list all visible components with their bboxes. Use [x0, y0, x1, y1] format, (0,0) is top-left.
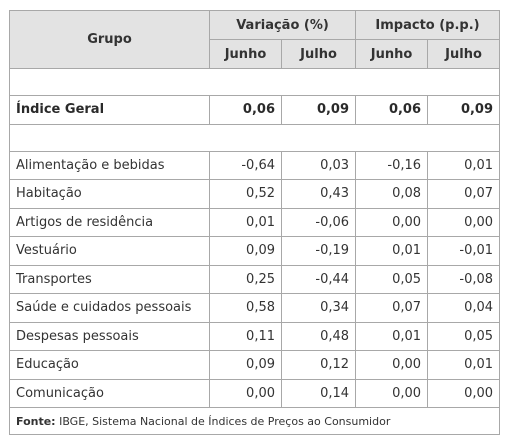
table-header: Grupo Variação (%) Impacto (p.p.) Junho …: [9, 10, 501, 69]
header-row-months: Junho Julho Junho Julho: [10, 39, 501, 69]
header-impacto-julho: Julho: [427, 39, 501, 69]
row-label: Saúde e cuidados pessoais: [9, 293, 210, 323]
row-label: Habitação: [9, 179, 210, 209]
table-row: Saúde e cuidados pessoais 0,58 0,34 0,07…: [9, 293, 501, 323]
variacao-julho-cell: 0,48: [280, 321, 357, 351]
variacao-junho-cell: 0,09: [209, 350, 282, 380]
impacto-junho-cell: 0,00: [355, 350, 429, 380]
table-row: Vestuário 0,09 -0,19 0,01 -0,01: [9, 236, 501, 266]
table-row: Transportes 0,25 -0,44 0,05 -0,08: [9, 264, 501, 294]
variacao-julho-cell: 0,14: [280, 378, 357, 408]
impacto-junho-cell: 0,08: [355, 179, 429, 209]
table-row: Habitação 0,52 0,43 0,08 0,07: [9, 179, 501, 209]
row-label: Educação: [9, 350, 210, 380]
variacao-julho-cell: -0,19: [280, 236, 357, 266]
row-label: Artigos de residência: [9, 207, 210, 237]
variacao-junho-cell: 0,52: [209, 179, 282, 209]
impacto-junho-cell: 0,00: [355, 378, 429, 408]
impacto-julho-cell: 0,04: [427, 293, 501, 323]
row-label: Comunicação: [9, 378, 210, 408]
impacto-julho-cell: 0,01: [427, 150, 501, 180]
impacto-julho-cell: 0,00: [427, 378, 501, 408]
table-row: Alimentação e bebidas -0,64 0,03 -0,16 0…: [9, 150, 501, 180]
impacto-julho-cell: -0,01: [427, 236, 501, 266]
table-row: Artigos de residência 0,01 -0,06 0,00 0,…: [9, 207, 501, 237]
source-note: Fonte: IBGE, Sistema Nacional de Índices…: [8, 407, 501, 435]
spacer-cell: [8, 123, 501, 152]
impacto-junho-cell: 0,01: [355, 321, 429, 351]
variacao-junho-cell: -0,64: [209, 150, 282, 180]
spacer-row: [8, 123, 501, 152]
variacao-julho-cell: -0,06: [280, 207, 357, 237]
indice-geral-variacao-julho: 0,09: [280, 95, 357, 125]
variacao-julho-cell: 0,34: [280, 293, 357, 323]
header-variacao: Variação (%): [208, 10, 357, 40]
impacto-julho-cell: 0,01: [427, 350, 501, 380]
variacao-julho-cell: 0,12: [280, 350, 357, 380]
impacto-junho-cell: 0,01: [355, 236, 429, 266]
indice-geral-impacto-junho: 0,06: [355, 95, 429, 125]
spacer-cell: [8, 68, 501, 96]
table-row: Comunicação 0,00 0,14 0,00 0,00: [9, 378, 501, 408]
variacao-junho-cell: 0,25: [209, 264, 282, 294]
variacao-julho-cell: 0,03: [280, 150, 357, 180]
variacao-junho-cell: 0,11: [209, 321, 282, 351]
impacto-julho-cell: 0,00: [427, 207, 501, 237]
indice-geral-label: Índice Geral: [9, 95, 210, 125]
header-grupo: Grupo: [9, 10, 210, 69]
impacto-julho-cell: 0,07: [427, 179, 501, 209]
source-row: Fonte: IBGE, Sistema Nacional de Índices…: [8, 407, 501, 435]
impacto-junho-cell: 0,07: [355, 293, 429, 323]
variacao-junho-cell: 0,58: [209, 293, 282, 323]
ipca-table: Grupo Variação (%) Impacto (p.p.) Junho …: [8, 10, 501, 435]
variacao-julho-cell: -0,44: [280, 264, 357, 294]
impacto-junho-cell: 0,05: [355, 264, 429, 294]
row-label: Despesas pessoais: [9, 321, 210, 351]
indice-geral-row: Índice Geral 0,06 0,09 0,06 0,09: [9, 95, 501, 125]
variacao-julho-cell: 0,43: [280, 179, 357, 209]
spacer-row: [8, 68, 501, 96]
indice-geral-variacao-junho: 0,06: [209, 95, 282, 125]
table-row: Despesas pessoais 0,11 0,48 0,01 0,05: [9, 321, 501, 351]
impacto-julho-cell: -0,08: [427, 264, 501, 294]
row-label: Transportes: [9, 264, 210, 294]
header-variacao-junho: Junho: [209, 39, 282, 69]
variacao-junho-cell: 0,01: [209, 207, 282, 237]
variacao-junho-cell: 0,00: [209, 378, 282, 408]
header-variacao-julho: Julho: [280, 39, 357, 69]
row-label: Alimentação e bebidas: [9, 150, 210, 180]
indice-geral-impacto-julho: 0,09: [427, 95, 501, 125]
header-impacto: Impacto (p.p.): [355, 10, 501, 40]
source-text: IBGE, Sistema Nacional de Índices de Pre…: [55, 414, 391, 428]
header-row-top: Grupo Variação (%) Impacto (p.p.): [9, 10, 501, 69]
header-impacto-junho: Junho: [355, 39, 429, 69]
variacao-junho-cell: 0,09: [209, 236, 282, 266]
source-label: Fonte:: [16, 414, 56, 428]
impacto-junho-cell: -0,16: [355, 150, 429, 180]
table-row: Educação 0,09 0,12 0,00 0,01: [9, 350, 501, 380]
table-body: Índice Geral 0,06 0,09 0,06 0,09 Aliment…: [8, 68, 501, 435]
impacto-julho-cell: 0,05: [427, 321, 501, 351]
impacto-junho-cell: 0,00: [355, 207, 429, 237]
row-label: Vestuário: [9, 236, 210, 266]
